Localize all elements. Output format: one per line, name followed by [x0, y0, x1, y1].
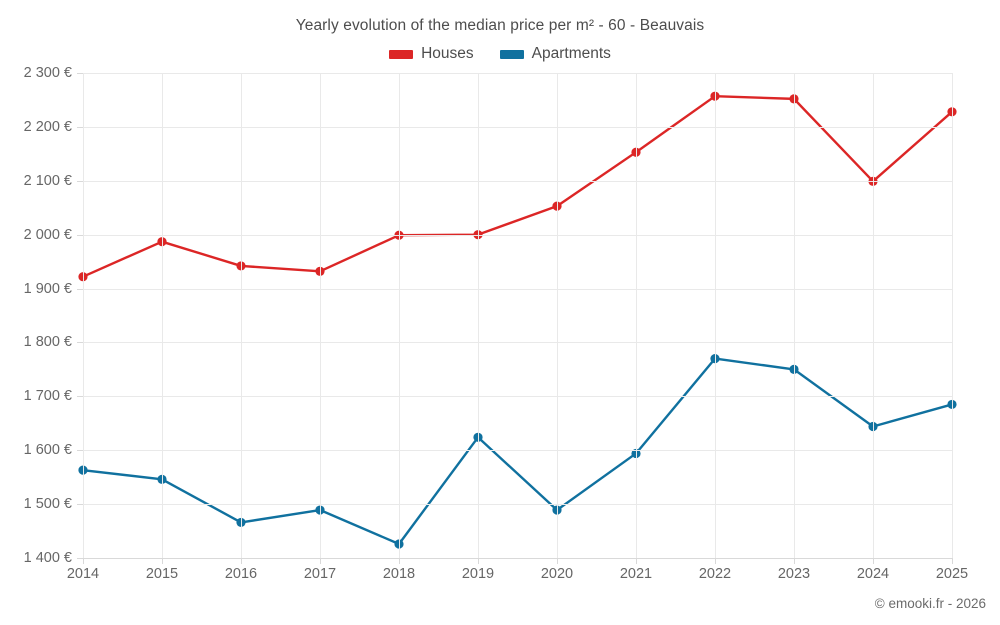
- y-axis-tick-label: 1 400 €: [23, 550, 72, 566]
- legend-label-apartments: Apartments: [531, 45, 611, 62]
- chart-legend: Houses Apartments: [0, 45, 1000, 63]
- legend-swatch-houses: [389, 49, 414, 59]
- x-axis-tick-mark: [794, 558, 795, 564]
- y-axis: 1 400 € 1 500 € 1 600 € 1 700 € 1 800 € 1 900…: [0, 0, 72, 625]
- series-layer: [78, 91, 957, 549]
- gridline-vertical: [478, 73, 479, 558]
- x-axis-tick-label: 2014: [66, 566, 100, 582]
- x-axis-tick-mark: [557, 558, 558, 564]
- y-axis-tick-mark: [77, 73, 83, 74]
- copyright-credit: © emooki.fr - 2026: [874, 596, 986, 611]
- x-axis-tick-label: 2018: [382, 566, 416, 582]
- chart-title: Yearly evolution of the median price per…: [295, 17, 705, 34]
- x-axis-tick-mark: [478, 558, 479, 564]
- series-line-houses: [81, 94, 954, 278]
- gridline-vertical: [794, 73, 795, 558]
- gridline-vertical: [320, 73, 321, 558]
- legend-item-houses[interactable]: Houses: [389, 45, 474, 63]
- gridline-horizontal: [83, 180, 952, 182]
- y-axis-tick-label: 2 100 €: [23, 172, 72, 189]
- data-point-houses[interactable]: [236, 261, 246, 271]
- legend-label-houses: Houses: [421, 45, 474, 62]
- gridline-vertical: [557, 73, 558, 558]
- x-axis-tick-label: 2020: [540, 566, 574, 582]
- y-axis-tick-mark: [77, 396, 83, 398]
- x-axis-line: [83, 558, 952, 559]
- gridline-horizontal: [83, 126, 952, 128]
- gridline-vertical: [952, 73, 953, 558]
- gridline-vertical: [715, 73, 716, 558]
- gridline-vertical: [241, 73, 242, 558]
- gridline-horizontal: [83, 342, 952, 344]
- y-axis-tick-mark: [77, 234, 83, 236]
- gridline-vertical: [399, 73, 400, 558]
- gridline-horizontal: [83, 504, 952, 506]
- gridline-horizontal: [83, 73, 952, 74]
- data-point-houses[interactable]: [315, 266, 325, 276]
- x-axis-tick-mark: [241, 558, 242, 564]
- legend-item-apartments[interactable]: Apartments: [499, 45, 611, 63]
- gridline-vertical: [873, 73, 874, 558]
- gridline-vertical: [636, 73, 637, 558]
- y-axis-tick-label: 1 600 €: [23, 442, 72, 459]
- plot-area: [78, 73, 957, 559]
- y-axis-tick-label: 1 800 €: [23, 334, 72, 351]
- x-axis-tick-label: 2015: [145, 566, 179, 582]
- y-axis-tick-label: 2 200 €: [23, 118, 72, 135]
- x-axis-tick-label: 2023: [777, 566, 811, 582]
- y-axis-tick-label: 1 700 €: [23, 388, 72, 405]
- y-axis-tick-mark: [77, 342, 83, 344]
- y-axis-tick-mark: [77, 126, 83, 128]
- y-axis-tick-label: 1 500 €: [23, 496, 72, 513]
- x-axis-tick-label: 2024: [856, 566, 890, 582]
- x-axis-tick-mark: [715, 558, 716, 564]
- y-axis-tick-mark: [77, 450, 83, 452]
- x-axis-tick-mark: [399, 558, 400, 564]
- series-line-apartments: [81, 357, 954, 546]
- gridline-horizontal: [83, 288, 952, 290]
- x-axis-tick-label: 2017: [303, 566, 337, 582]
- x-axis-tick-mark: [320, 558, 321, 564]
- x-axis-tick-mark: [162, 558, 163, 564]
- y-axis-tick-mark: [77, 288, 83, 290]
- gridline-vertical: [162, 73, 163, 558]
- y-axis-tick-mark: [77, 180, 83, 182]
- x-axis-tick-mark: [636, 558, 637, 564]
- x-axis-tick-label: 2019: [461, 566, 495, 582]
- y-axis-tick-label: 1 900 €: [23, 280, 72, 297]
- x-axis-tick-mark: [873, 558, 874, 564]
- legend-swatch-apartments: [499, 49, 524, 59]
- gridline-horizontal: [83, 234, 952, 236]
- data-point-apartments[interactable]: [315, 505, 325, 515]
- x-axis-tick-label: 2025: [935, 566, 969, 582]
- y-axis-tick-label: 2 000 €: [23, 226, 72, 243]
- y-axis-tick-mark: [77, 558, 83, 559]
- x-axis-tick-label: 2022: [698, 566, 732, 582]
- gridline-vertical: [83, 73, 84, 558]
- gridline-horizontal: [83, 450, 952, 452]
- y-axis-tick-mark: [77, 504, 83, 506]
- x-axis-tick-mark: [83, 558, 84, 564]
- x-axis-tick-mark: [952, 558, 953, 564]
- x-axis-tick-label: 2016: [224, 566, 258, 582]
- y-axis-tick-label: 2 300 €: [23, 65, 72, 81]
- x-axis-tick-label: 2021: [619, 566, 653, 582]
- gridline-horizontal: [83, 396, 952, 398]
- data-point-apartments[interactable]: [236, 517, 246, 528]
